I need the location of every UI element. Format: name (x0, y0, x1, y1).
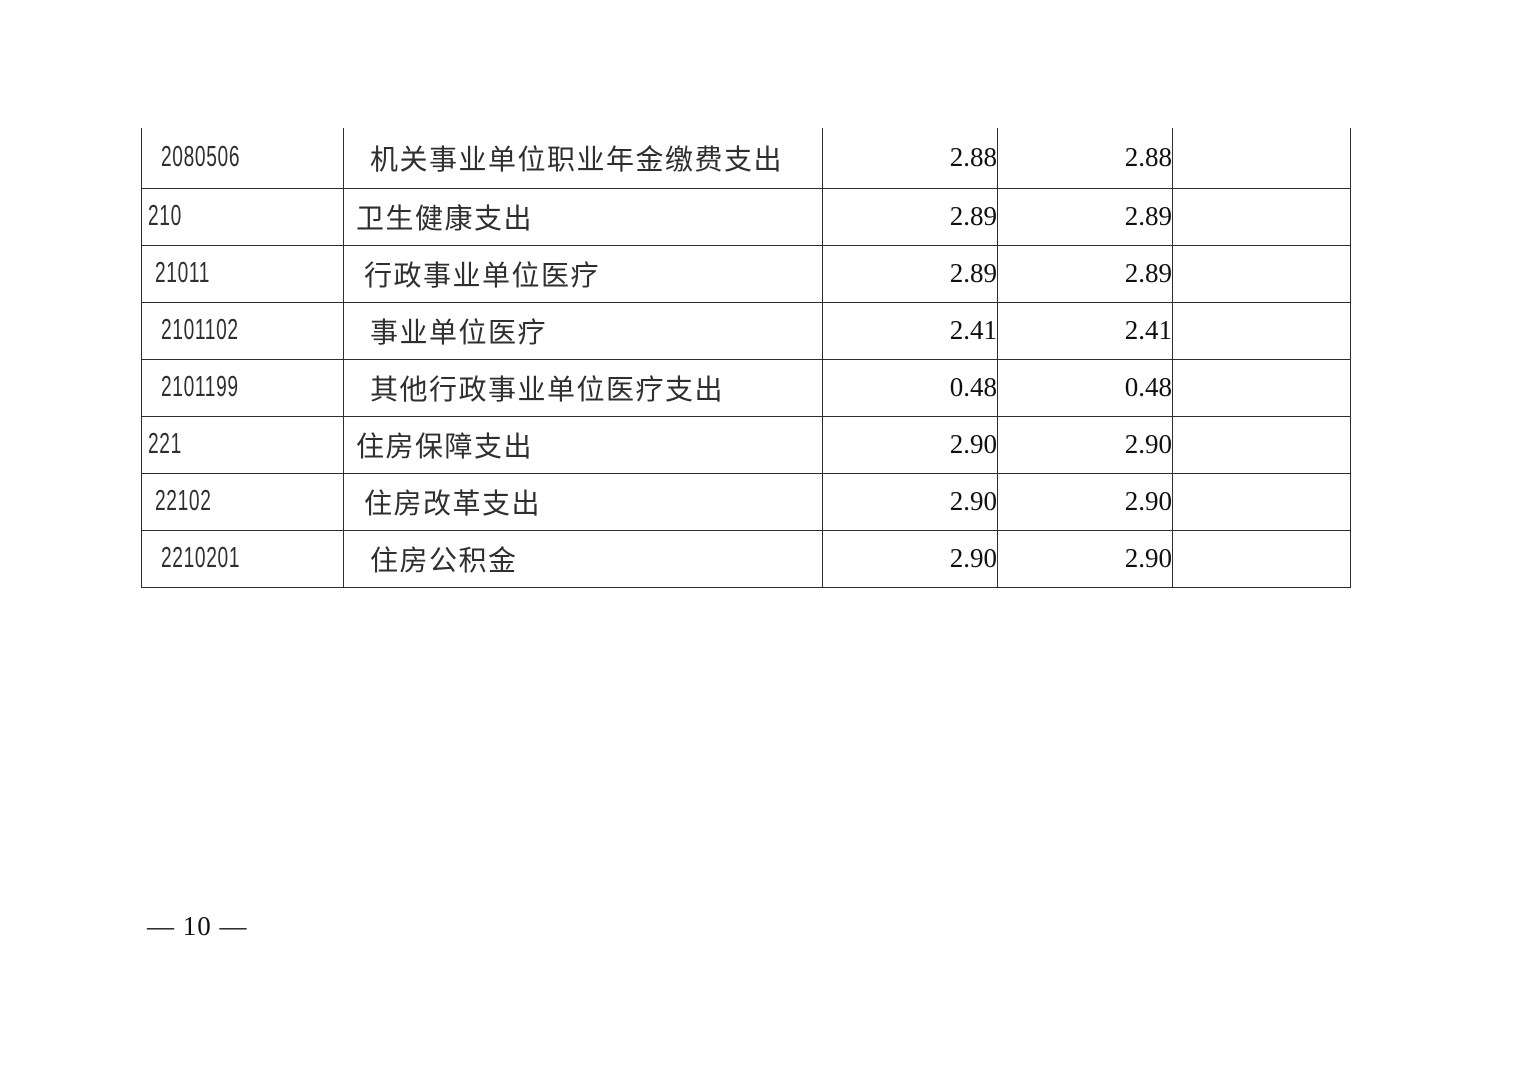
code-cell: 22102 (141, 472, 344, 531)
amount-a-cell: 2.89 (822, 244, 998, 303)
empty-cell (1172, 472, 1351, 531)
item-name-cell: 事业单位医疗 (343, 301, 823, 360)
amount-a-cell: 2.90 (822, 529, 998, 588)
item-name-cell: 其他行政事业单位医疗支出 (343, 358, 823, 417)
table-row: 2210201 住房公积金 2.90 2.90 (141, 529, 1351, 588)
code-cell: 2080506 (141, 128, 344, 189)
amount-b-cell: 0.48 (997, 358, 1173, 417)
amount-b-cell: 2.90 (997, 529, 1173, 588)
item-name-cell: 住房改革支出 (343, 472, 823, 531)
code-text: 2101102 (161, 314, 239, 346)
empty-cell (1172, 128, 1351, 189)
table-row: 2101102 事业单位医疗 2.41 2.41 (141, 301, 1351, 360)
item-name-cell: 行政事业单位医疗 (343, 244, 823, 303)
amount-a-cell: 2.89 (822, 187, 998, 246)
table-row: 210 卫生健康支出 2.89 2.89 (141, 187, 1351, 246)
code-text: 210 (148, 200, 182, 232)
table-row: 21011 行政事业单位医疗 2.89 2.89 (141, 244, 1351, 303)
amount-a-cell: 2.41 (822, 301, 998, 360)
empty-cell (1172, 301, 1351, 360)
code-cell: 2101199 (141, 358, 344, 417)
code-text: 2101199 (161, 371, 239, 403)
amount-b-cell: 2.41 (997, 301, 1173, 360)
amount-a-cell: 2.90 (822, 472, 998, 531)
code-text: 221 (148, 428, 182, 460)
code-text: 2210201 (161, 542, 241, 574)
empty-cell (1172, 529, 1351, 588)
amount-b-cell: 2.90 (997, 472, 1173, 531)
amount-a-cell: 2.90 (822, 415, 998, 474)
page-number: — 10 — (147, 911, 248, 941)
amount-a-cell: 0.48 (822, 358, 998, 417)
code-cell: 221 (141, 415, 344, 474)
item-name-cell: 机关事业单位职业年金缴费支出 (343, 128, 823, 189)
empty-cell (1172, 187, 1351, 246)
item-name-cell: 住房保障支出 (343, 415, 823, 474)
empty-cell (1172, 244, 1351, 303)
item-name-cell: 卫生健康支出 (343, 187, 823, 246)
table-row: 2080506 机关事业单位职业年金缴费支出 2.88 2.88 (141, 128, 1351, 189)
empty-cell (1172, 415, 1351, 474)
amount-b-cell: 2.88 (997, 128, 1173, 189)
code-cell: 210 (141, 187, 344, 246)
table-row: 2101199 其他行政事业单位医疗支出 0.48 0.48 (141, 358, 1351, 417)
code-cell: 21011 (141, 244, 344, 303)
amount-a-cell: 2.88 (822, 128, 998, 189)
amount-b-cell: 2.89 (997, 187, 1173, 246)
code-cell: 2210201 (141, 529, 344, 588)
item-name-cell: 住房公积金 (343, 529, 823, 588)
table-row: 22102 住房改革支出 2.90 2.90 (141, 472, 1351, 531)
code-text: 2080506 (161, 141, 241, 174)
amount-b-cell: 2.89 (997, 244, 1173, 303)
budget-table: 2080506 机关事业单位职业年金缴费支出 2.88 2.88 210 卫生健… (141, 128, 1351, 588)
code-cell: 2101102 (141, 301, 344, 360)
code-text: 22102 (155, 485, 212, 517)
table-row: 221 住房保障支出 2.90 2.90 (141, 415, 1351, 474)
code-text: 21011 (155, 257, 211, 289)
amount-b-cell: 2.90 (997, 415, 1173, 474)
empty-cell (1172, 358, 1351, 417)
